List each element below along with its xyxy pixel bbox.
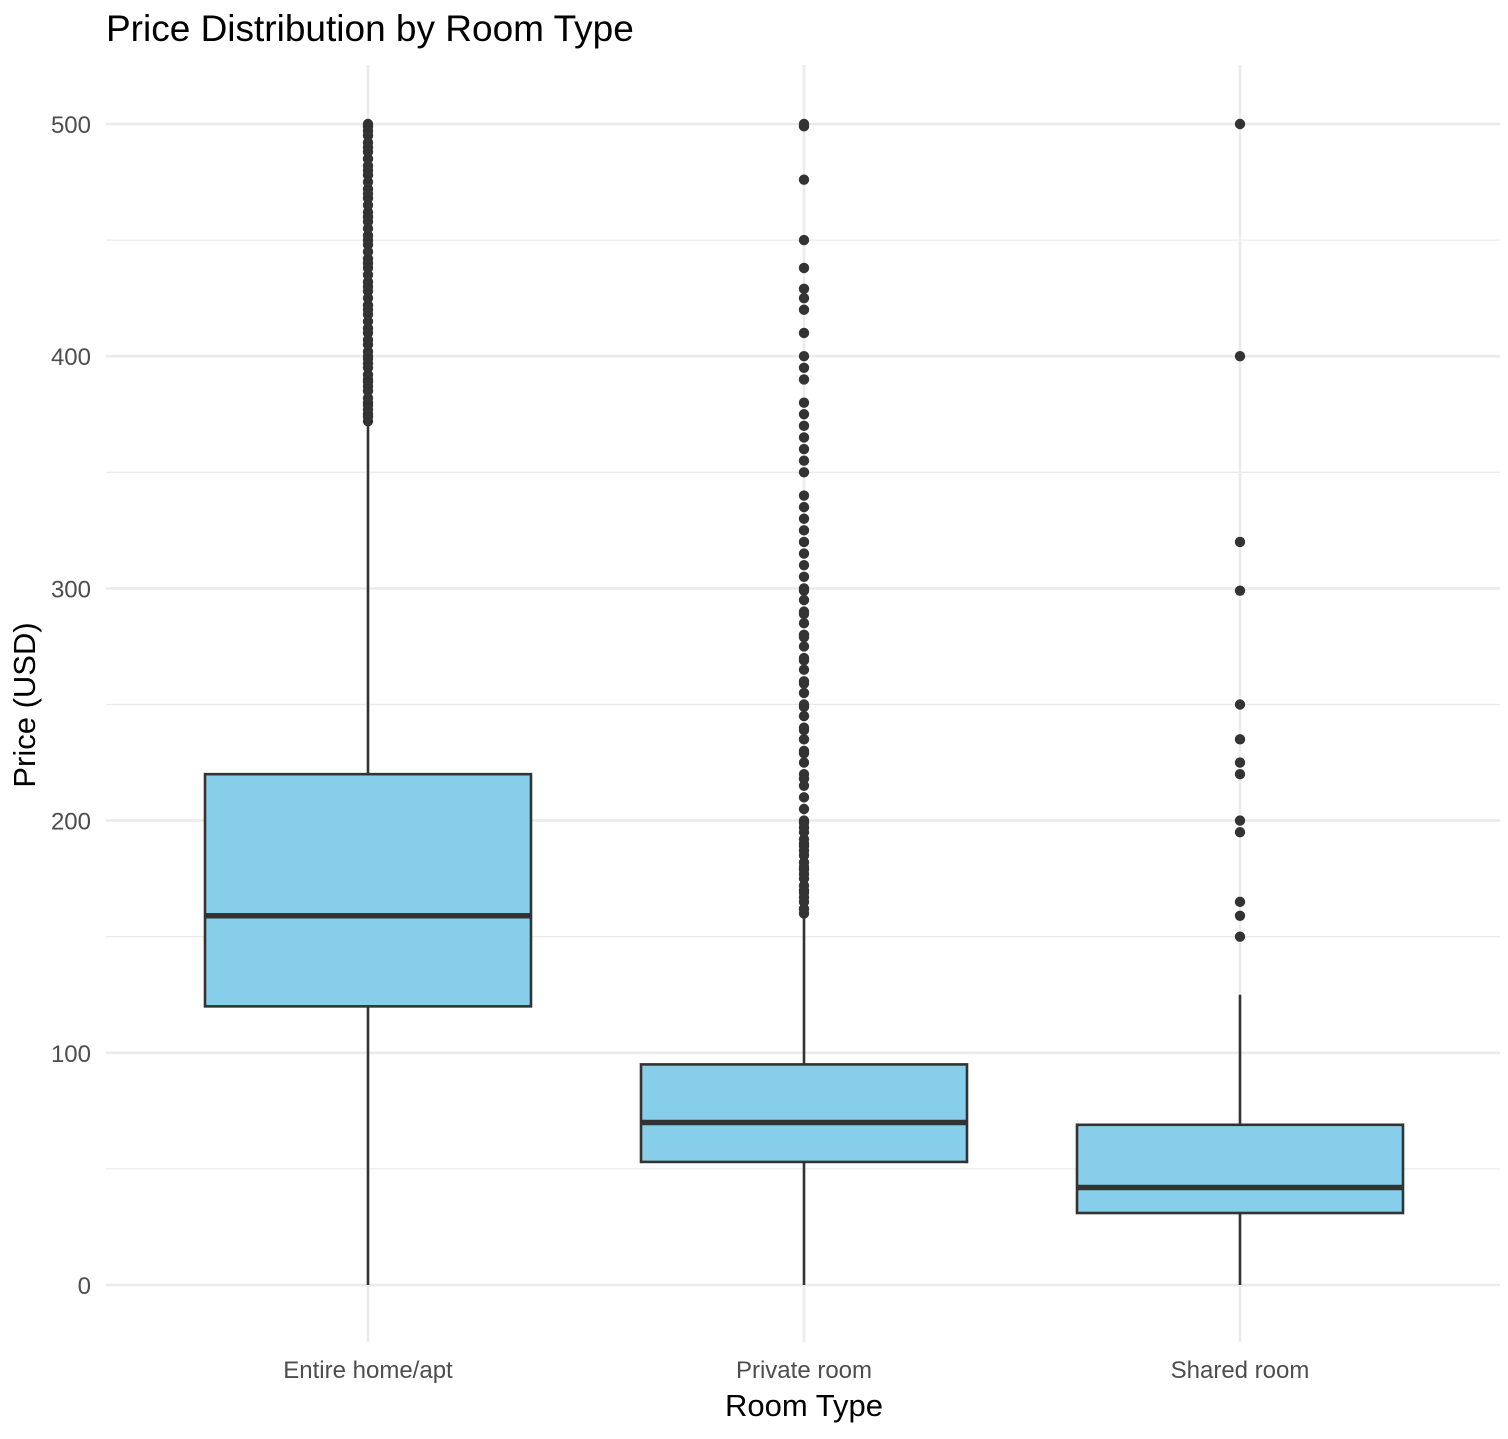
iqr-box [639, 1063, 969, 1164]
y-tick-label: 400 [51, 344, 91, 371]
outlier-point [1234, 896, 1246, 908]
outlier-point [1234, 757, 1246, 768]
outlier-point [798, 548, 810, 559]
box-series [203, 118, 1405, 1285]
outlier-point [798, 420, 810, 432]
outlier-point [798, 734, 810, 745]
x-tick-label: Shared room [1171, 1357, 1310, 1384]
y-tick-label: 200 [51, 809, 91, 836]
outlier-point [798, 641, 810, 652]
x-tick-label: Private room [736, 1357, 872, 1384]
outlier-point [798, 536, 810, 548]
outlier-point [798, 118, 810, 130]
outlier-point [798, 745, 810, 757]
outlier-point [798, 710, 810, 722]
outlier-point [798, 262, 810, 274]
outlier-point [798, 583, 810, 594]
outlier-point [798, 374, 810, 385]
outlier-point [798, 664, 810, 675]
outlier-point [798, 283, 810, 295]
outlier-point [1234, 910, 1246, 922]
outlier-point [798, 513, 810, 524]
outlier-point [798, 443, 810, 455]
outlier-point [798, 327, 810, 339]
outlier-point [798, 525, 810, 536]
chart-title: Price Distribution by Room Type [106, 8, 634, 49]
x-axis-title: Room Type [725, 1388, 883, 1423]
iqr-box [203, 772, 533, 1008]
outlier-point [1234, 815, 1246, 826]
outlier-point [798, 397, 810, 408]
outlier-point [1234, 734, 1246, 745]
outlier-point [798, 618, 810, 629]
outlier-point [798, 234, 810, 246]
outlier-point [798, 652, 810, 664]
outlier-point [798, 757, 810, 768]
outlier-point [1234, 699, 1246, 710]
y-axis-tick-labels: 0 100 200 300 400 500 [51, 112, 91, 1300]
outlier-point [798, 722, 810, 733]
y-tick-label: 100 [51, 1041, 91, 1068]
outlier-point [798, 803, 810, 815]
outlier-point [798, 687, 810, 699]
outlier-point [798, 501, 810, 513]
outlier-point [798, 606, 810, 617]
outlier-point [798, 455, 810, 466]
outlier-point [1234, 351, 1246, 362]
outlier-point [1234, 585, 1246, 596]
outlier-point [798, 629, 810, 641]
y-tick-label: 500 [51, 112, 91, 139]
outlier-point [1234, 931, 1246, 942]
outlier-point [798, 490, 810, 501]
box-group [1075, 118, 1405, 1285]
outlier-point [1234, 768, 1246, 780]
outlier-point [798, 362, 810, 374]
x-axis-tick-labels: Entire home/apt Private room Shared room [283, 1357, 1309, 1384]
outlier-point [798, 559, 810, 571]
outlier-point [798, 768, 810, 780]
outlier-point [1234, 536, 1246, 548]
outlier-point [798, 792, 810, 803]
outlier-point [362, 118, 374, 130]
outlier-point [798, 409, 810, 420]
outlier-point [798, 292, 810, 304]
outlier-point [798, 815, 810, 826]
outlier-point [798, 676, 810, 687]
outlier-point [798, 594, 810, 606]
outlier-point [798, 467, 810, 478]
outlier-point [798, 304, 810, 315]
x-tick-label: Entire home/apt [283, 1357, 453, 1384]
outlier-point [798, 351, 810, 362]
outlier-point [1234, 118, 1246, 130]
outlier-point [798, 571, 810, 582]
y-tick-label: 0 [78, 1273, 91, 1300]
outlier-point [798, 432, 810, 443]
y-tick-label: 300 [51, 576, 91, 603]
y-axis-title: Price (USD) [7, 622, 42, 787]
outlier-point [798, 699, 810, 710]
iqr-box [1075, 1123, 1405, 1215]
outlier-point [1234, 827, 1246, 838]
box-group [639, 118, 969, 1285]
box-group [203, 118, 533, 1285]
outlier-point [798, 174, 810, 185]
